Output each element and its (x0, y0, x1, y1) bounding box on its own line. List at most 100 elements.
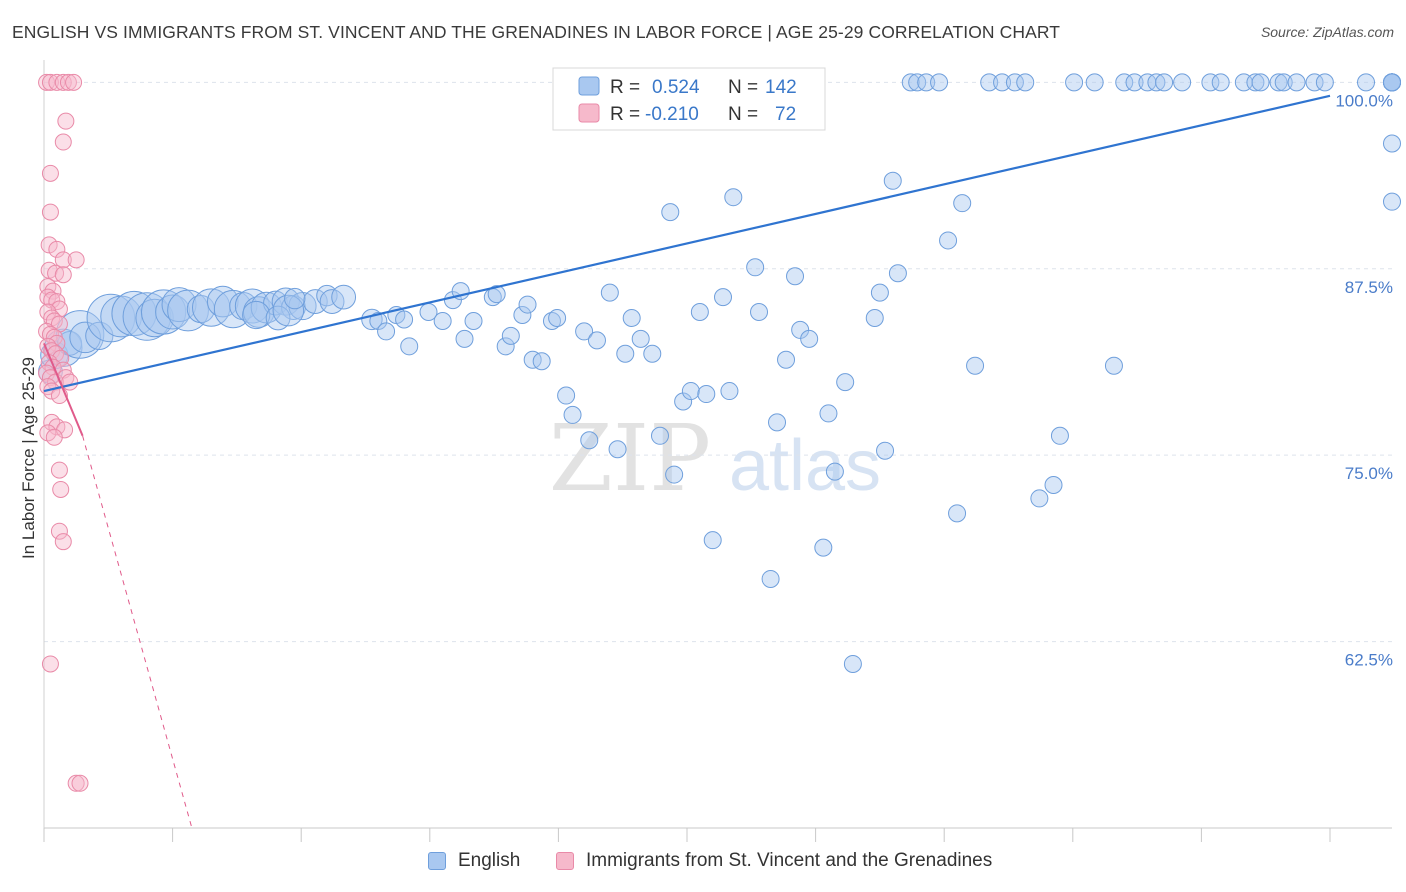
english-point (1357, 73, 1376, 92)
english-point (1173, 73, 1192, 92)
english-legend-swatch (578, 76, 600, 96)
immigrant-point (59, 73, 77, 91)
immigrant-point (41, 203, 59, 221)
english-point (1383, 134, 1401, 153)
immigrant-point (54, 533, 72, 551)
immigrant-point (41, 164, 59, 182)
english-point (575, 322, 594, 341)
y-tick-labels: 62.5% 75.0% 87.5% 100.0% (1335, 91, 1393, 669)
english-point (777, 350, 796, 369)
english-point (548, 308, 567, 327)
immigrant-point (50, 522, 68, 540)
english-point (135, 298, 174, 338)
english-point (714, 288, 733, 307)
english-point (674, 392, 693, 411)
english-point (1251, 73, 1270, 92)
immigrant-point (38, 73, 56, 91)
english-point (395, 310, 414, 329)
immigrants-n-value: 72 (775, 104, 796, 125)
immigrant-point (41, 73, 59, 91)
immigrant-point (48, 73, 66, 91)
english-point (917, 73, 936, 92)
english-point (1104, 356, 1123, 375)
english-point (622, 308, 641, 327)
immigrants-r-label: R = (610, 104, 640, 125)
immigrant-point (71, 774, 89, 792)
immigrants-trendline-extension (82, 435, 193, 829)
english-point (1246, 73, 1265, 92)
english-point (786, 267, 805, 286)
english-point (272, 294, 305, 327)
english-point (455, 329, 474, 348)
english-point (122, 292, 172, 341)
english-point (836, 373, 855, 392)
english-r-label: R = (610, 77, 640, 98)
immigrants-legend-label: Immigrants from St. Vincent and the Gren… (586, 850, 993, 871)
immigrant-point (52, 480, 70, 498)
english-point (608, 440, 627, 459)
english-point (843, 654, 862, 673)
english-point (1201, 73, 1220, 92)
immigrant-point (67, 251, 85, 269)
english-point (703, 531, 722, 550)
chart-title: ENGLISH VS IMMIGRANTS FROM ST. VINCENT A… (12, 22, 1061, 42)
english-point (532, 352, 551, 371)
english-point (697, 385, 716, 404)
english-point (746, 258, 765, 277)
english-point (1383, 73, 1401, 92)
english-point (265, 305, 291, 331)
english-swatch (428, 852, 446, 870)
english-point (331, 284, 357, 310)
english-point (870, 283, 889, 302)
english-point (1125, 73, 1144, 92)
english-point (814, 538, 833, 557)
english-n-value: 142 (765, 77, 797, 98)
english-point (501, 326, 520, 345)
english-trendline (43, 94, 1331, 393)
english-point (1305, 73, 1324, 92)
english-point (631, 329, 650, 348)
bottom-legend: English Immigrants from St. Vincent and … (0, 850, 1406, 880)
english-point (557, 386, 576, 405)
immigrant-point (57, 112, 75, 130)
english-points (38, 73, 1401, 673)
english-point (400, 337, 419, 356)
english-point (580, 431, 599, 450)
immigrant-point (41, 655, 59, 673)
y-tick-label: 100.0% (1335, 91, 1393, 110)
immigrants-swatch (556, 852, 574, 870)
english-point (369, 311, 388, 330)
english-point (876, 441, 895, 460)
english-point (825, 462, 844, 481)
english-point (883, 171, 902, 190)
english-point (908, 73, 927, 92)
english-point (1315, 73, 1334, 92)
english-point (496, 337, 515, 356)
english-point (966, 356, 985, 375)
legend-item-english: English (428, 850, 520, 872)
english-point (819, 404, 838, 423)
y-tick-label: 62.5% (1345, 651, 1393, 670)
english-point (761, 569, 780, 588)
english-point (948, 504, 967, 523)
english-point (523, 350, 542, 369)
english-point (563, 405, 582, 424)
english-r-value: 0.524 (652, 77, 700, 98)
immigrants-n-label: N = (728, 104, 758, 125)
english-point (242, 300, 271, 330)
english-point (616, 344, 635, 363)
english-point (1274, 73, 1293, 92)
stats-legend: R = 0.524 N = 142 R = -0.210 N = 72 (552, 67, 826, 131)
english-point (650, 426, 669, 445)
immigrant-point (50, 461, 68, 479)
english-point (724, 188, 743, 207)
english-point (1115, 73, 1134, 92)
english-point (800, 329, 819, 348)
english-point (487, 285, 506, 304)
english-point (643, 344, 662, 363)
english-point (690, 303, 709, 322)
immigrant-point (67, 774, 85, 792)
scatter-chart: ZIP atlas 62.5%75.0%87.5%100.0% 0.0%100.… (19, 60, 1401, 842)
immigrants-trendline (43, 342, 84, 437)
english-point (542, 311, 561, 330)
